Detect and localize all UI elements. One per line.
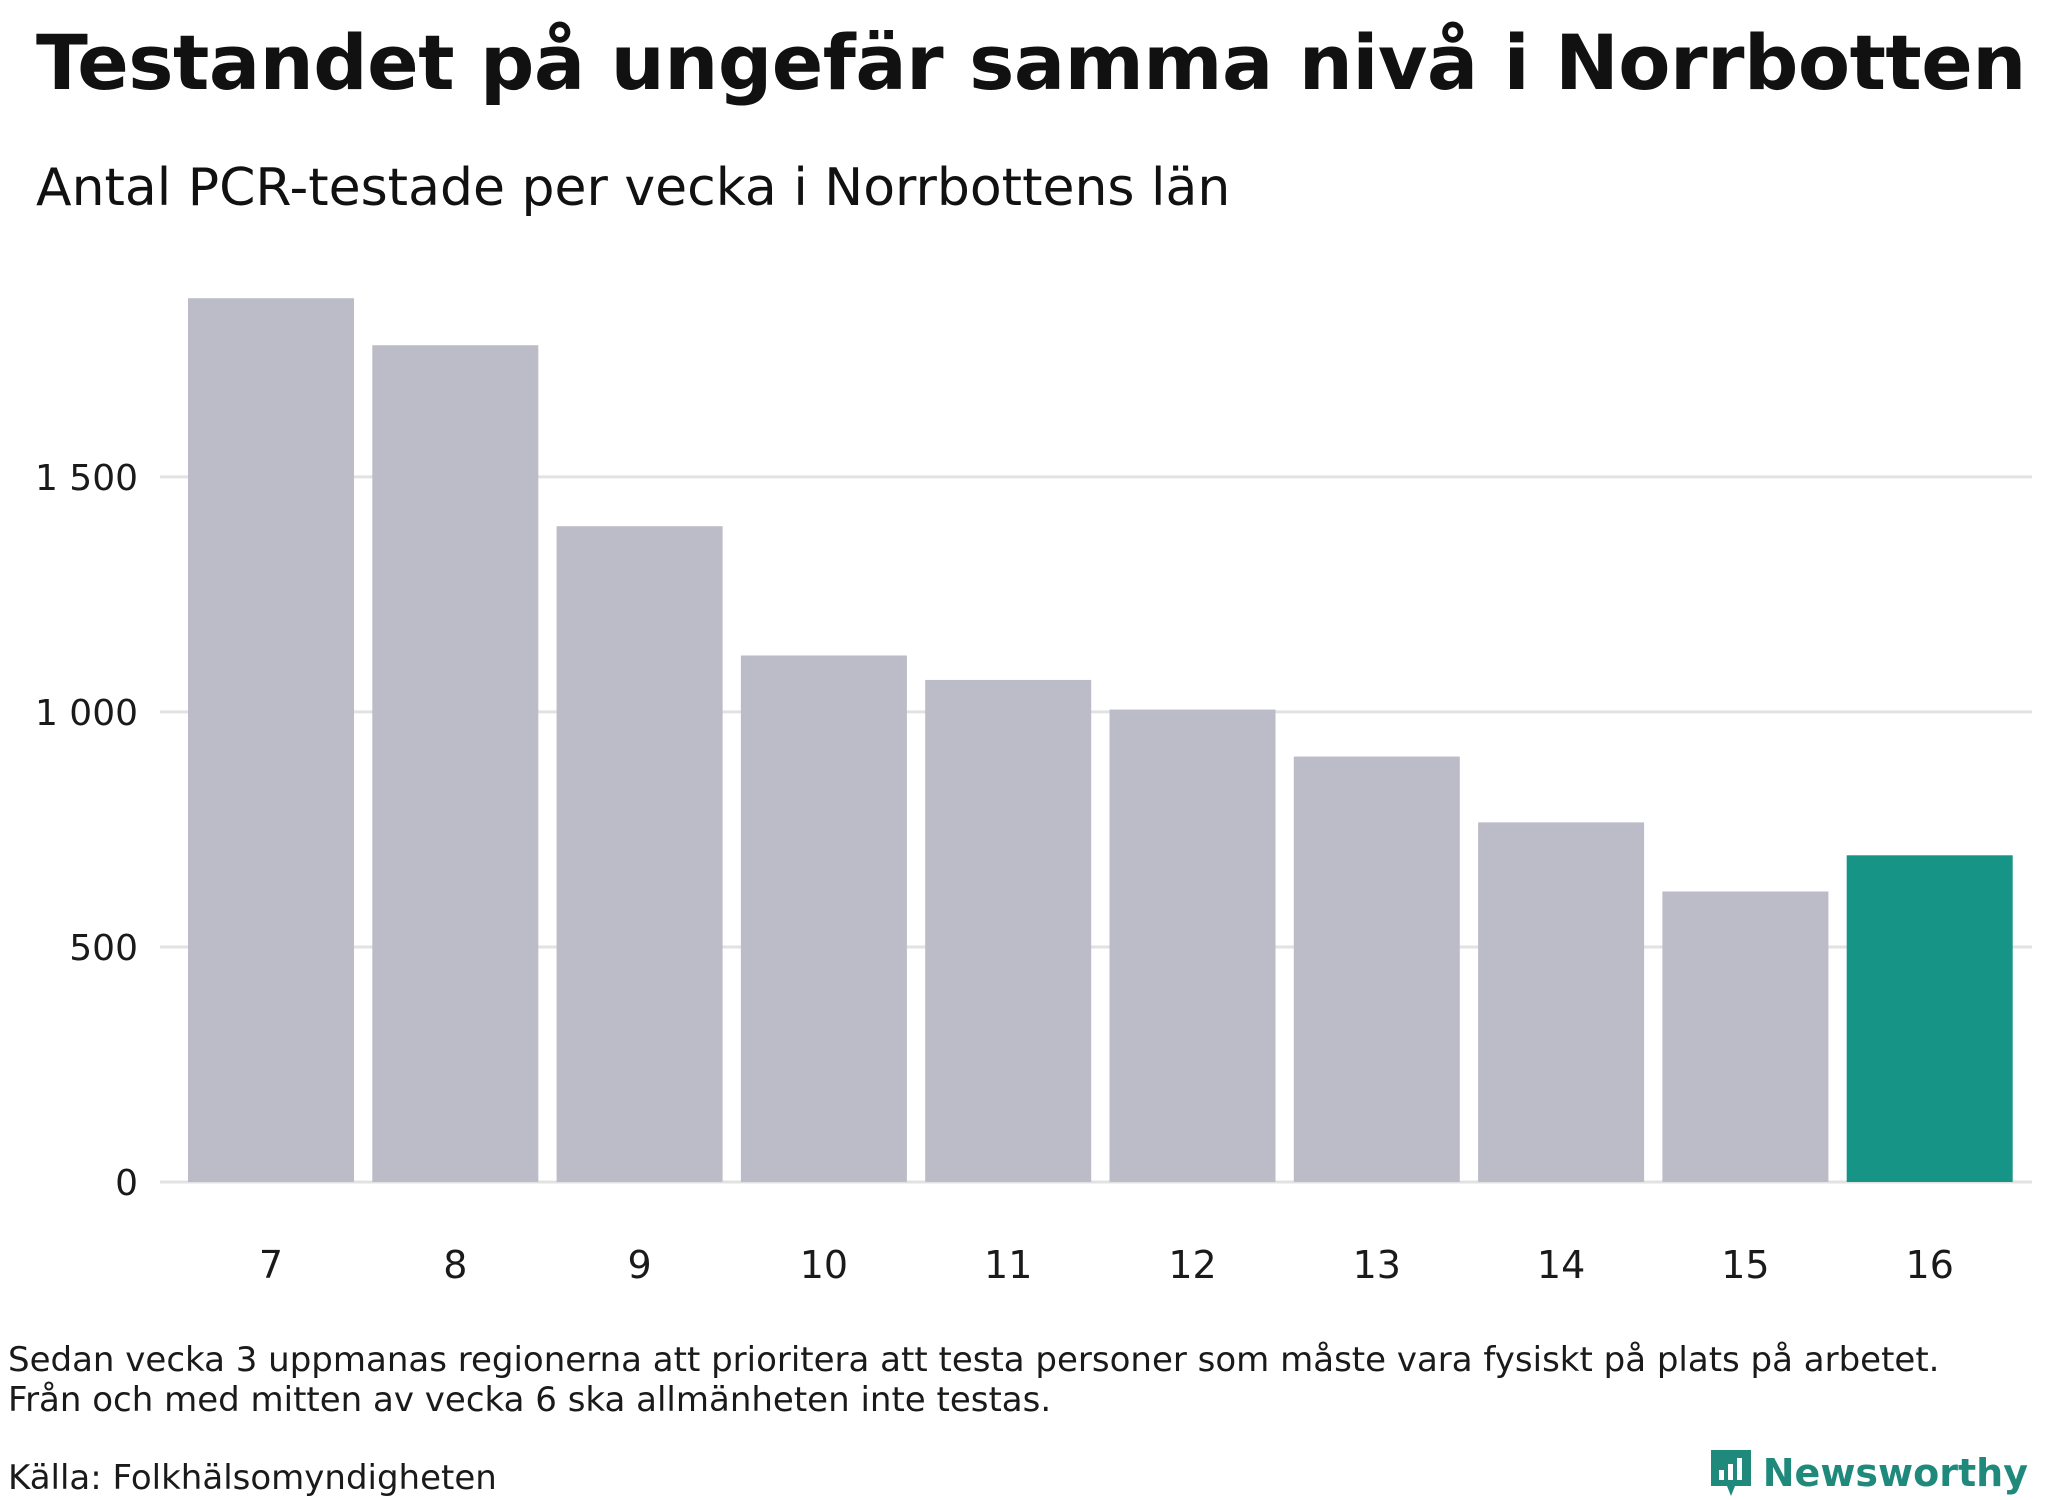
bars [188,298,2013,1182]
x-tick-label: 9 [628,1243,652,1287]
footnote-line: Från och med mitten av vecka 6 ska allmä… [8,1380,1052,1420]
x-tick-label: 8 [443,1243,467,1287]
bar-highlighted [1846,855,2013,1182]
y-axis-tick-labels: 0 500 1 000 1 500 [35,458,138,1204]
y-tick-label: 1 500 [35,458,138,499]
bar [740,655,907,1182]
newsworthy-logo-icon [1710,1450,1751,1496]
chart-title: Testandet på ungefär samma nivå i Norrbo… [36,18,2026,107]
y-tick-label: 1 000 [35,693,138,734]
bar [188,298,354,1182]
source-credit: Källa: Folkhälsomyndigheten [8,1458,497,1498]
x-tick-label: 14 [1537,1243,1585,1287]
x-tick-label: 16 [1906,1243,1954,1287]
bar [1109,709,1276,1182]
y-tick-label: 0 [115,1163,138,1204]
bar [1478,822,1645,1182]
bar [1293,756,1460,1182]
x-tick-label: 7 [259,1243,283,1287]
footnote: Sedan vecka 3 uppmanas regionerna att pr… [8,1340,1939,1420]
brand-logo: Newsworthy [1709,1448,2028,1498]
x-tick-label: 15 [1721,1243,1769,1287]
x-tick-label: 10 [800,1243,848,1287]
y-tick-label: 500 [69,928,138,969]
brand-name: Newsworthy [1762,1451,2028,1495]
x-axis-tick-labels: 7 8 9 10 11 12 13 14 15 16 [259,1243,1954,1287]
x-tick-label: 12 [1168,1243,1216,1287]
x-tick-label: 13 [1353,1243,1401,1287]
bar [556,526,723,1182]
bar [1662,891,1829,1182]
bar [925,679,1092,1182]
x-tick-label: 11 [984,1243,1032,1287]
bar [372,345,539,1182]
chart-subtitle: Antal PCR-testade per vecka i Norrbotten… [36,158,1231,218]
bar-chart: 0 500 1 000 1 500 7 8 9 10 11 12 13 14 15 16 [35,298,2032,1287]
footnote-line: Sedan vecka 3 uppmanas regionerna att pr… [8,1340,1940,1380]
